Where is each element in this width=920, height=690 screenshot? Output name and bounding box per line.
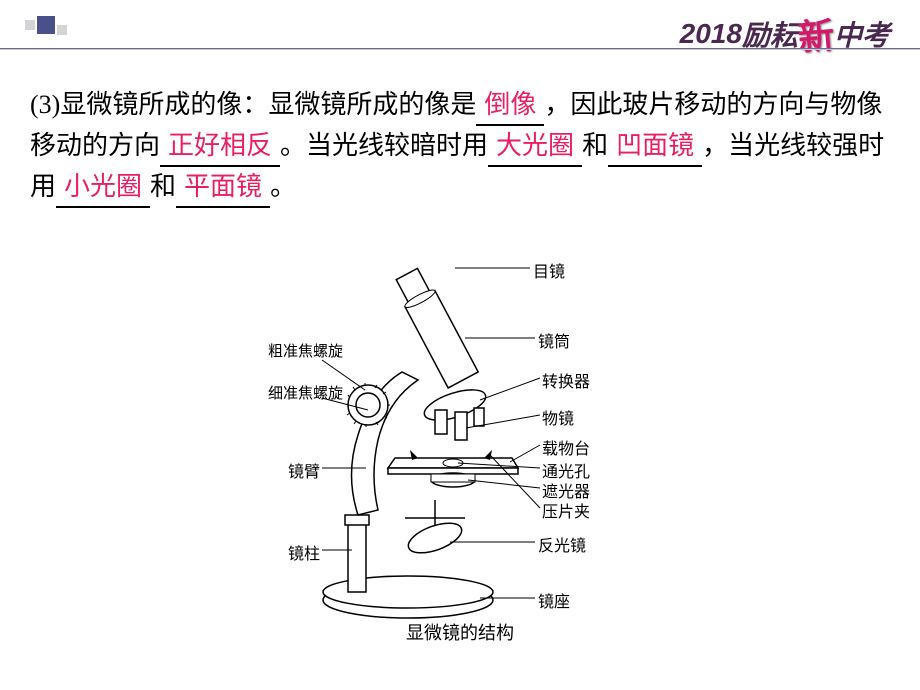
label-xizhunjiao: 细准焦螺旋 bbox=[268, 382, 320, 403]
content-text: (3)显微镜所成的像：显微镜所成的像是倒像，因此玻片移动的方向与物像移动的方向正… bbox=[30, 85, 890, 208]
blank-6: 平面镜 bbox=[176, 167, 270, 208]
microscope-svg bbox=[240, 250, 680, 650]
label-mujing: 目镜 bbox=[533, 258, 565, 282]
label-cuzhunjiao: 粗准焦螺旋 bbox=[268, 340, 320, 361]
text-1g: 。 bbox=[270, 172, 296, 201]
blank-5: 小光圈 bbox=[56, 167, 150, 208]
question-number: (3) bbox=[30, 90, 60, 119]
text-1c: 。当光线较暗时用 bbox=[280, 131, 488, 160]
header-year: 2018 bbox=[680, 18, 742, 50]
label-jingzhu: 镜柱 bbox=[288, 540, 320, 564]
label-wujing: 物镜 bbox=[542, 405, 574, 429]
text-1f: 和 bbox=[150, 172, 176, 201]
label-yapianjia: 压片夹 bbox=[542, 498, 590, 522]
label-jingbi: 镜臂 bbox=[288, 458, 320, 482]
logo-decoration bbox=[25, 15, 67, 35]
label-zaiwutai: 载物台 bbox=[542, 435, 590, 459]
microscope-diagram: 目镜 镜筒 粗准焦螺旋 细准焦螺旋 转换器 物镜 载物台 通光孔 遮光器 压片夹… bbox=[240, 250, 680, 650]
text-1a: 显微镜所成的像：显微镜所成的像是 bbox=[60, 90, 476, 119]
header-xin: 新 bbox=[796, 7, 836, 62]
blank-3: 大光圈 bbox=[488, 126, 582, 167]
blank-4: 凹面镜 bbox=[608, 126, 702, 167]
label-jingtong: 镜筒 bbox=[538, 328, 570, 352]
blank-1: 倒像 bbox=[476, 85, 544, 126]
label-zhuanhuanqi: 转换器 bbox=[542, 368, 590, 392]
text-1d: 和 bbox=[582, 131, 608, 160]
blank-2: 正好相反 bbox=[160, 126, 280, 167]
label-jingzuo: 镜座 bbox=[538, 588, 570, 612]
header-divider bbox=[0, 48, 920, 50]
label-fanguangjing: 反光镜 bbox=[538, 532, 586, 556]
header: 2018 励耘 新 中考 bbox=[680, 8, 890, 60]
diagram-title: 显微镜的结构 bbox=[406, 619, 514, 645]
